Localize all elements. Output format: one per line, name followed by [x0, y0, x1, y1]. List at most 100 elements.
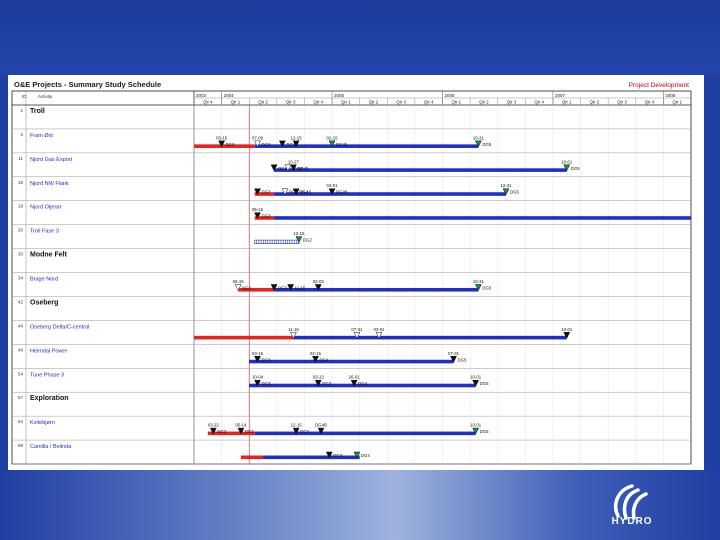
milestone-label: DG4b [336, 190, 348, 195]
milestone-label: DG5 [480, 429, 489, 434]
milestone-date: 07-31 [351, 327, 363, 332]
row-name: Tune Phase 3 [30, 372, 64, 378]
milestone-date: 26-01 [349, 375, 361, 380]
milestone-date: 03-22 [208, 423, 220, 428]
hydro-logo-text: HYDRO [611, 516, 653, 527]
milestone-date: 07-31 [448, 351, 460, 356]
milestone-date: 03-01 [373, 327, 385, 332]
milestone-date: 04-01 [327, 183, 339, 188]
milestone-label: DG4 [319, 357, 328, 362]
quarter-label: Qtr 2 [479, 100, 489, 105]
milestone-marker [353, 451, 361, 459]
row-id: 11 [18, 156, 23, 161]
study-phase-bar [240, 455, 264, 460]
quarter-label: Qtr 3 [396, 100, 406, 105]
footer-band [0, 470, 720, 540]
execution-phase-bar [249, 359, 454, 364]
milestone-label: DG5 [482, 142, 491, 147]
milestone-date: 10-01 [561, 327, 573, 332]
milestone-date: 10-01 [470, 423, 482, 428]
row-name: Exploration [30, 395, 69, 402]
milestone-marker [563, 332, 571, 339]
milestone-label: DG3 [242, 285, 251, 290]
row-name: Heimdal Power [30, 348, 67, 354]
milestone-marker [281, 188, 289, 196]
milestone-marker [328, 140, 336, 148]
study-phase-bar [254, 192, 275, 196]
year-label: 2005 [334, 93, 345, 98]
milestone-marker [375, 332, 383, 339]
study-phase-bar [238, 287, 275, 292]
row-id: 19 [18, 204, 24, 209]
milestone-marker [350, 379, 358, 387]
milestone-date: 02-03 [313, 279, 325, 284]
milestone-date: 03-15 [252, 351, 264, 356]
milestone-date: 12-15 [291, 423, 303, 428]
milestone-label: 05-15 [300, 190, 312, 195]
milestone-label: DG3 [333, 453, 342, 458]
quarter-label: Qtr 4 [534, 100, 544, 105]
milestone-date: 03-13 [313, 375, 325, 380]
milestone-label: DG5 [458, 357, 467, 362]
quarter-label: Qtr 4 [203, 100, 213, 105]
milestone-date: 10-01 [561, 159, 573, 164]
row-name: Camilla / Belinda [30, 444, 72, 450]
year-label: 2006 [445, 93, 456, 98]
corner-label: Project Development [629, 82, 690, 89]
milestone-label: DG3 [262, 190, 271, 195]
milestone-label: DG4b [297, 166, 309, 171]
milestone-marker [472, 379, 480, 387]
row-id: 34 [18, 276, 24, 281]
milestone-label: DG4 [300, 429, 309, 434]
row-name: Njord Oljerør [30, 205, 62, 211]
milestone-label: DG3 [262, 142, 271, 147]
year-label: 2007 [555, 93, 566, 98]
task-row: 19 Njord Oljerør 05-15 DG3 [12, 204, 691, 225]
milestone-date: 10-04 [252, 375, 264, 380]
milestone-marker [312, 356, 319, 363]
hydro-logo-icon [613, 484, 648, 520]
milestone-date: 06-15 [233, 279, 245, 284]
execution-phase-bar [263, 455, 360, 460]
milestone-marker [209, 427, 217, 435]
quarter-label: Qtr 4 [313, 100, 323, 105]
row-name: Fram Øst [30, 133, 53, 139]
milestone-marker [314, 284, 322, 292]
task-row: 42 Oseberg [12, 299, 691, 321]
task-row: 20 Troll Fase 3 12-15 DG2 [12, 228, 691, 249]
milestone-label: DG3 [262, 214, 271, 219]
milestone-label: DG4 [286, 142, 295, 147]
milestone-marker [254, 140, 261, 148]
chart-title: O&E Projects - Summary Study Schedule [14, 80, 161, 89]
quarter-label: Qtr 2 [590, 100, 600, 105]
study-phase-bar [254, 216, 275, 220]
row-id: 2 [20, 132, 23, 137]
milestone-label: DG0 [226, 142, 235, 147]
row-id: 1 [20, 108, 23, 113]
row-id: 68 [18, 443, 24, 448]
milestone-marker [563, 164, 571, 172]
year-label: 2003 [196, 93, 207, 98]
task-row: 64 Kvitebjørn 03-22DG305-14DG312-15DG4DG4B… [12, 419, 691, 441]
milestone-date: 12-15 [293, 231, 305, 236]
quarter-label: Qtr 4 [424, 100, 434, 105]
row-id: 54 [18, 371, 24, 376]
column-activity-header: Activity [38, 94, 53, 99]
row-name: Modne Felt [30, 252, 68, 259]
timescale: 2003 2004 2005 2006 2007 2008 Qtr 4 Qtr 1 Qtr 2 Q… [193, 91, 691, 464]
milestone-date: 10-31 [473, 135, 485, 140]
task-row: 30 Modne Felt [12, 252, 691, 273]
milestone-label: DG4 [358, 381, 367, 386]
execution-phase-bar [274, 192, 507, 196]
row-name: Kvitebjørn [30, 420, 55, 426]
milestone-marker [278, 140, 286, 148]
milestone-marker [317, 427, 325, 435]
milestone-date: 10-27 [288, 159, 300, 164]
task-row: 1 Troll [12, 108, 691, 130]
row-name: Brage Nord [30, 277, 58, 283]
milestone-date: 05-15 [252, 207, 264, 212]
milestone-marker [474, 140, 482, 148]
execution-phase-bar [249, 383, 476, 388]
